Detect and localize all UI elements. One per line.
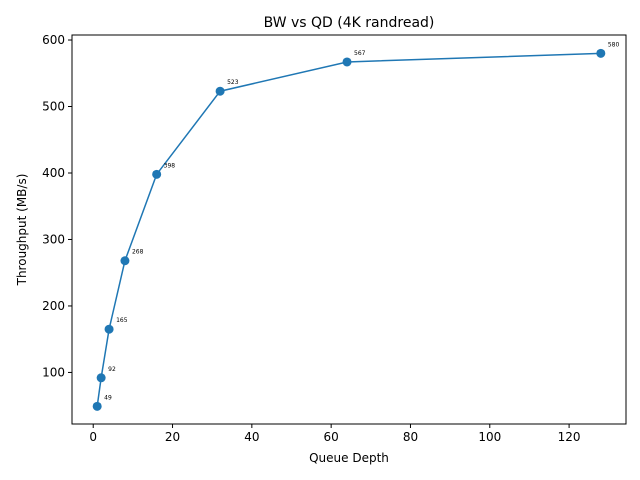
x-tick-label: 40: [244, 430, 259, 444]
data-label: 165: [116, 317, 128, 324]
x-tick-label: 60: [324, 430, 339, 444]
chart-title: BW vs QD (4K randread): [264, 15, 435, 31]
series-line: [96, 52, 601, 407]
data-label: 49: [104, 394, 112, 401]
x-axis: 0 20 40 60 80 100 120: [89, 424, 581, 444]
data-label: 92: [108, 366, 116, 373]
data-point: [104, 324, 114, 334]
x-axis-label: Queue Depth: [309, 451, 389, 465]
plot-area: 49 92 165 268 398 523 567 580: [92, 41, 620, 411]
y-axis-label: Throughput (MB/s): [15, 174, 29, 287]
x-tick-label: 120: [558, 430, 581, 444]
y-tick-label: 600: [42, 33, 65, 47]
data-point: [215, 86, 225, 96]
x-tick-label: 20: [165, 430, 180, 444]
data-label: 567: [354, 50, 366, 57]
data-point: [120, 256, 130, 266]
x-tick-label: 0: [89, 430, 97, 444]
y-tick-label: 400: [42, 166, 65, 180]
x-tick-label: 100: [478, 430, 501, 444]
data-label: 268: [132, 249, 144, 256]
data-label: 523: [227, 79, 239, 86]
data-label: 580: [608, 41, 620, 48]
y-tick-label: 500: [42, 100, 65, 114]
axes-frame: [71, 34, 627, 425]
data-point: [92, 401, 102, 411]
y-axis: 100 200 300 400 500 600: [42, 33, 72, 379]
data-point: [342, 57, 352, 67]
y-tick-label: 300: [42, 232, 65, 246]
data-label: 398: [164, 162, 176, 169]
y-tick-label: 200: [42, 299, 65, 313]
data-point: [96, 373, 106, 383]
x-tick-label: 80: [403, 430, 418, 444]
y-tick-label: 100: [42, 365, 65, 379]
data-point: [152, 169, 162, 179]
data-point: [596, 48, 606, 58]
